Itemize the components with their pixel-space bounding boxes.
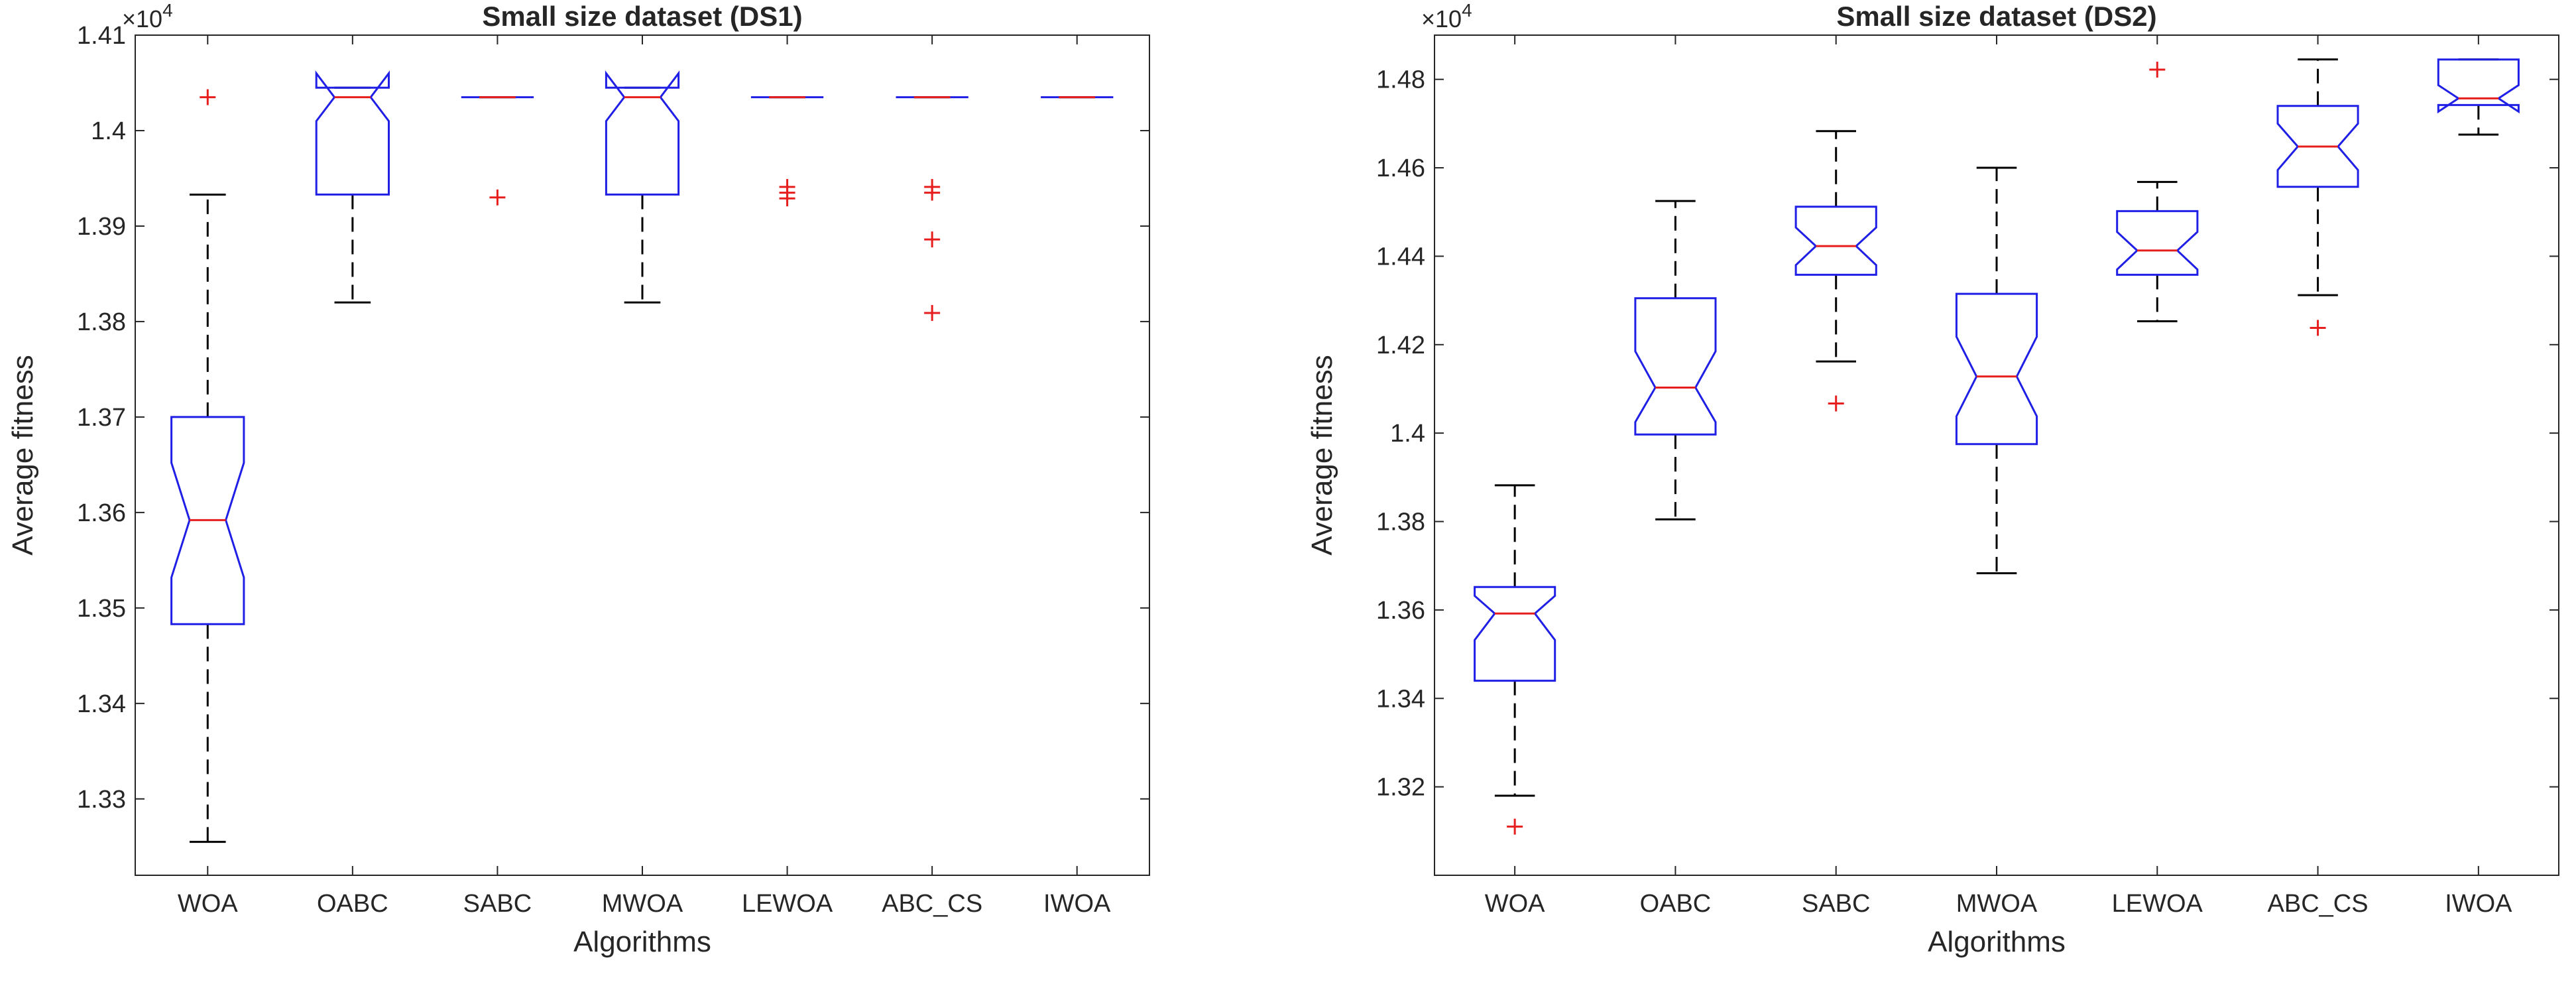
outlier-marker: [924, 184, 941, 201]
x-tick-label: IWOA: [1043, 890, 1111, 918]
notched-box: [170, 416, 245, 625]
outlier-marker: [1507, 818, 1523, 835]
y-tick-label: 1.36: [77, 499, 126, 527]
box-SABC: [461, 96, 534, 206]
x-tick-label: IWOA: [2445, 890, 2512, 918]
y-axis-label: Average fitness: [1306, 355, 1338, 555]
chart-panel-1: 1.33 1.34 1.35 1.36 1.37 1.38 1.39 1.4 1.41 WOA OA…: [7, 0, 1150, 958]
box-LEWOA: [750, 96, 824, 207]
box-OABC: [1634, 200, 1717, 521]
x-tick-label: WOA: [1485, 890, 1545, 918]
x-axis-label: Algorithms: [1928, 926, 2066, 958]
outlier-marker: [2149, 62, 2166, 78]
x-tick-label: LEWOA: [742, 890, 833, 918]
box-IWOA: [2437, 58, 2520, 136]
y-tick-label: 1.36: [1376, 597, 1425, 625]
chart-title: Small size dataset (DS1): [482, 1, 802, 32]
x-tick-label: ABC_CS: [2268, 890, 2369, 918]
notched-box: [1474, 586, 1556, 682]
outlier-marker: [489, 189, 506, 206]
x-tick-label: ABC_CS: [882, 890, 982, 918]
outlier-marker: [779, 190, 795, 207]
y-tick-label: 1.34: [1376, 685, 1425, 713]
notched-box: [2276, 105, 2359, 188]
notched-box: [1634, 297, 1717, 436]
x-tick-label: OABC: [317, 890, 388, 918]
notched-box: [315, 70, 390, 196]
x-tick-label: SABC: [1802, 890, 1870, 918]
y-tick-label: 1.42: [1376, 332, 1425, 359]
y-tick-label: 1.38: [77, 308, 126, 336]
y-tick-label: 1.35: [77, 595, 126, 623]
box-MWOA: [1955, 166, 2038, 575]
y-tick-label: 1.38: [1376, 509, 1425, 536]
y-tick-label: 1.46: [1376, 154, 1425, 182]
box-WOA: [170, 89, 245, 843]
y-exponent-label: ×104: [122, 0, 173, 32]
x-tick-label: LEWOA: [2112, 890, 2203, 918]
y-tick-label: 1.34: [77, 690, 126, 718]
box-ABC_CS: [2276, 58, 2359, 336]
box-MWOA: [605, 70, 680, 304]
notched-box: [2437, 58, 2520, 114]
y-tick-label: 1.4: [1390, 420, 1425, 448]
y-tick-label: 1.32: [1376, 774, 1425, 802]
notched-box: [1955, 292, 2038, 446]
x-tick-label: WOA: [178, 890, 238, 918]
y-tick-label: 1.39: [77, 213, 126, 241]
y-tick-label: 1.33: [77, 786, 126, 814]
y-tick-label: 1.48: [1376, 66, 1425, 94]
outlier-marker: [924, 231, 941, 248]
y-exponent-power: 4: [162, 0, 173, 21]
box-SABC: [1794, 130, 1877, 412]
box-WOA: [1474, 484, 1556, 835]
y-tick-label: 1.37: [77, 404, 126, 432]
box-LEWOA: [2116, 62, 2199, 322]
notched-box: [605, 70, 680, 196]
outlier-marker: [924, 304, 941, 321]
chart-title: Small size dataset (DS2): [1836, 1, 2156, 32]
y-exponent-power: 4: [1462, 0, 1472, 21]
y-axis-label: Average fitness: [7, 355, 39, 555]
box-OABC: [315, 70, 390, 304]
box-ABC_CS: [896, 96, 968, 321]
x-axis-label: Algorithms: [573, 926, 711, 958]
y-tick-label: 1.4: [91, 117, 126, 145]
x-tick-label: SABC: [463, 890, 532, 918]
x-tick-label: MWOA: [1956, 890, 2038, 918]
outlier-marker: [200, 89, 216, 105]
notched-box: [1794, 206, 1877, 276]
y-tick-label: 1.44: [1376, 243, 1425, 271]
notched-box: [2116, 210, 2199, 276]
x-tick-label: MWOA: [602, 890, 683, 918]
chart-panel-2: 1.32 1.34 1.36 1.38 1.4 1.42 1.44 1.46 1.48 WOA OA…: [1306, 0, 2559, 958]
outlier-marker: [2310, 320, 2326, 336]
outlier-marker: [1828, 395, 1844, 412]
y-tick-label: 1.41: [77, 22, 126, 50]
x-tick-label: OABC: [1640, 890, 1712, 918]
